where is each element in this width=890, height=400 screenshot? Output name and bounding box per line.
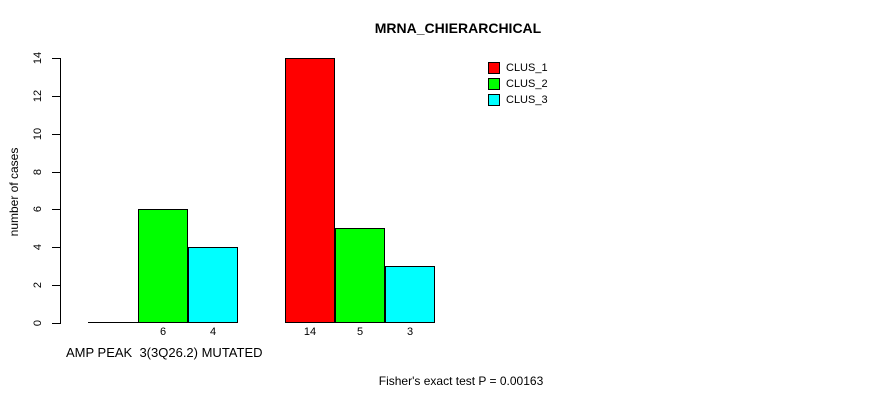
legend-label: CLUS_2 bbox=[506, 78, 548, 90]
bar-clus_1-group2 bbox=[285, 58, 335, 323]
legend-swatch-clus_3 bbox=[488, 94, 500, 106]
legend-label: CLUS_3 bbox=[506, 94, 548, 106]
bar-value-label: 6 bbox=[159, 326, 167, 338]
bar-clus_1-group1-zero bbox=[88, 322, 138, 323]
legend-swatch-clus_2 bbox=[488, 78, 500, 90]
y-tick bbox=[52, 285, 60, 286]
bar-clus_2-group2 bbox=[335, 228, 385, 323]
y-tick-label: 14 bbox=[32, 51, 44, 65]
bar-clus_2-group1 bbox=[138, 209, 188, 323]
bar-clus_3-group1 bbox=[188, 247, 238, 323]
bar-value-label: 4 bbox=[209, 326, 217, 338]
chart-title: MRNA_CHIERARCHICAL bbox=[374, 20, 542, 36]
bar-value-label: 3 bbox=[406, 326, 414, 338]
legend: CLUS_1 CLUS_2 CLUS_3 bbox=[488, 62, 548, 106]
fisher-test-annotation: Fisher's exact test P = 0.00163 bbox=[378, 374, 544, 388]
y-tick-label: 10 bbox=[32, 127, 44, 141]
y-tick bbox=[52, 58, 60, 59]
bar-clus_3-group2 bbox=[385, 266, 435, 323]
legend-item-clus_1: CLUS_1 bbox=[488, 62, 548, 74]
y-tick bbox=[52, 209, 60, 210]
y-tick-label: 2 bbox=[32, 281, 44, 289]
y-tick-label: 6 bbox=[32, 205, 44, 213]
y-tick-label: 8 bbox=[32, 168, 44, 176]
legend-label: CLUS_1 bbox=[506, 62, 548, 74]
x-category-label: AMP PEAK 3(3Q26.2) MUTATED bbox=[66, 345, 263, 360]
y-tick bbox=[52, 172, 60, 173]
y-tick-label: 0 bbox=[32, 319, 44, 327]
y-tick bbox=[52, 323, 60, 324]
y-tick bbox=[52, 96, 60, 97]
legend-item-clus_2: CLUS_2 bbox=[488, 78, 548, 90]
y-tick-label: 4 bbox=[32, 243, 44, 251]
bar-value-label: 14 bbox=[303, 326, 317, 338]
y-tick bbox=[52, 134, 60, 135]
y-axis-title: number of cases bbox=[7, 147, 21, 237]
y-axis-line bbox=[60, 58, 61, 324]
legend-item-clus_3: CLUS_3 bbox=[488, 94, 548, 106]
y-tick-label: 12 bbox=[32, 89, 44, 103]
bar-value-label: 5 bbox=[356, 326, 364, 338]
y-tick bbox=[52, 247, 60, 248]
legend-swatch-clus_1 bbox=[488, 62, 500, 74]
